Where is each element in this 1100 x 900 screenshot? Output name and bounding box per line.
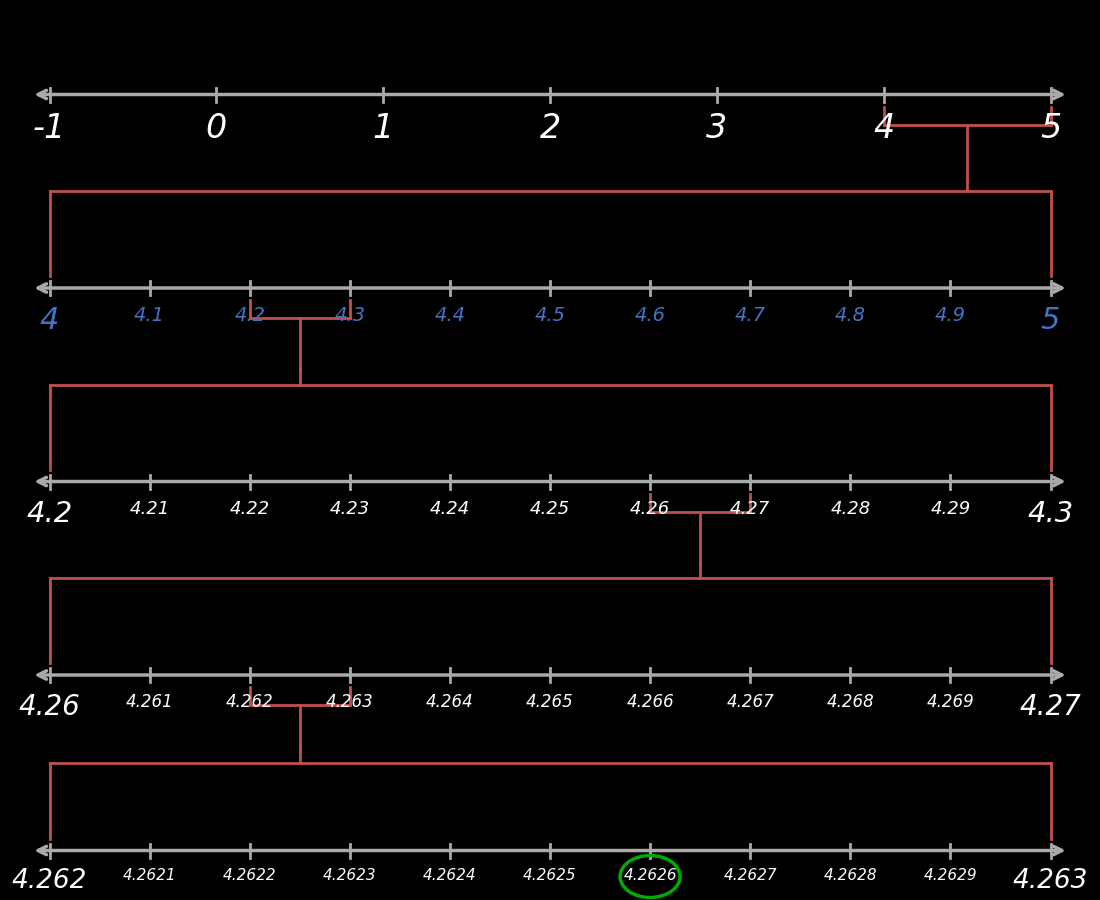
Text: 4.262: 4.262	[12, 868, 87, 895]
Text: 4.1: 4.1	[134, 306, 165, 325]
Text: 4.265: 4.265	[526, 693, 574, 711]
Text: 4.8: 4.8	[835, 306, 866, 325]
Text: 4: 4	[40, 306, 59, 335]
Text: 4.21: 4.21	[130, 500, 169, 518]
Text: 4.28: 4.28	[830, 500, 870, 518]
Text: 4.2629: 4.2629	[924, 868, 977, 884]
Text: 4.29: 4.29	[931, 500, 970, 518]
Text: 4.2621: 4.2621	[123, 868, 176, 884]
Text: 4.27: 4.27	[730, 500, 770, 518]
Text: 4.27: 4.27	[1020, 693, 1081, 721]
Text: 4.6: 4.6	[635, 306, 666, 325]
Text: 5: 5	[1041, 306, 1060, 335]
Text: 4.2627: 4.2627	[724, 868, 777, 884]
Text: 4.4: 4.4	[434, 306, 465, 325]
Text: 4.2622: 4.2622	[223, 868, 276, 884]
Text: 4.24: 4.24	[430, 500, 470, 518]
Text: 4.2: 4.2	[26, 500, 73, 527]
Text: 4.262: 4.262	[226, 693, 274, 711]
Text: 4.3: 4.3	[1027, 500, 1074, 527]
Text: 4.3: 4.3	[334, 306, 365, 325]
Text: 4.22: 4.22	[230, 500, 270, 518]
Text: 4.269: 4.269	[926, 693, 975, 711]
Text: 4.2623: 4.2623	[323, 868, 376, 884]
Text: 4.264: 4.264	[426, 693, 474, 711]
Text: 4.261: 4.261	[125, 693, 174, 711]
Text: 4.263: 4.263	[1013, 868, 1088, 895]
Text: 4.263: 4.263	[326, 693, 374, 711]
Text: 4.2625: 4.2625	[524, 868, 576, 884]
Text: 4: 4	[873, 112, 894, 146]
Text: 4.25: 4.25	[530, 500, 570, 518]
Text: 4.26: 4.26	[630, 500, 670, 518]
Text: 4.2626: 4.2626	[624, 868, 676, 884]
Text: 2: 2	[539, 112, 561, 146]
Text: 4.266: 4.266	[626, 693, 674, 711]
Text: 4.26: 4.26	[19, 693, 80, 721]
Text: 4.5: 4.5	[535, 306, 565, 325]
Text: 4.9: 4.9	[935, 306, 966, 325]
Text: 4.23: 4.23	[330, 500, 370, 518]
Text: 4.268: 4.268	[826, 693, 875, 711]
Text: 4.2: 4.2	[234, 306, 265, 325]
Text: -1: -1	[33, 112, 66, 146]
Text: 4.2628: 4.2628	[824, 868, 877, 884]
Text: 3: 3	[706, 112, 727, 146]
Text: 5: 5	[1040, 112, 1062, 146]
Text: 0: 0	[206, 112, 227, 146]
Text: 4.7: 4.7	[735, 306, 766, 325]
Text: 1: 1	[373, 112, 394, 146]
Text: 4.2624: 4.2624	[424, 868, 476, 884]
Text: 4.267: 4.267	[726, 693, 774, 711]
